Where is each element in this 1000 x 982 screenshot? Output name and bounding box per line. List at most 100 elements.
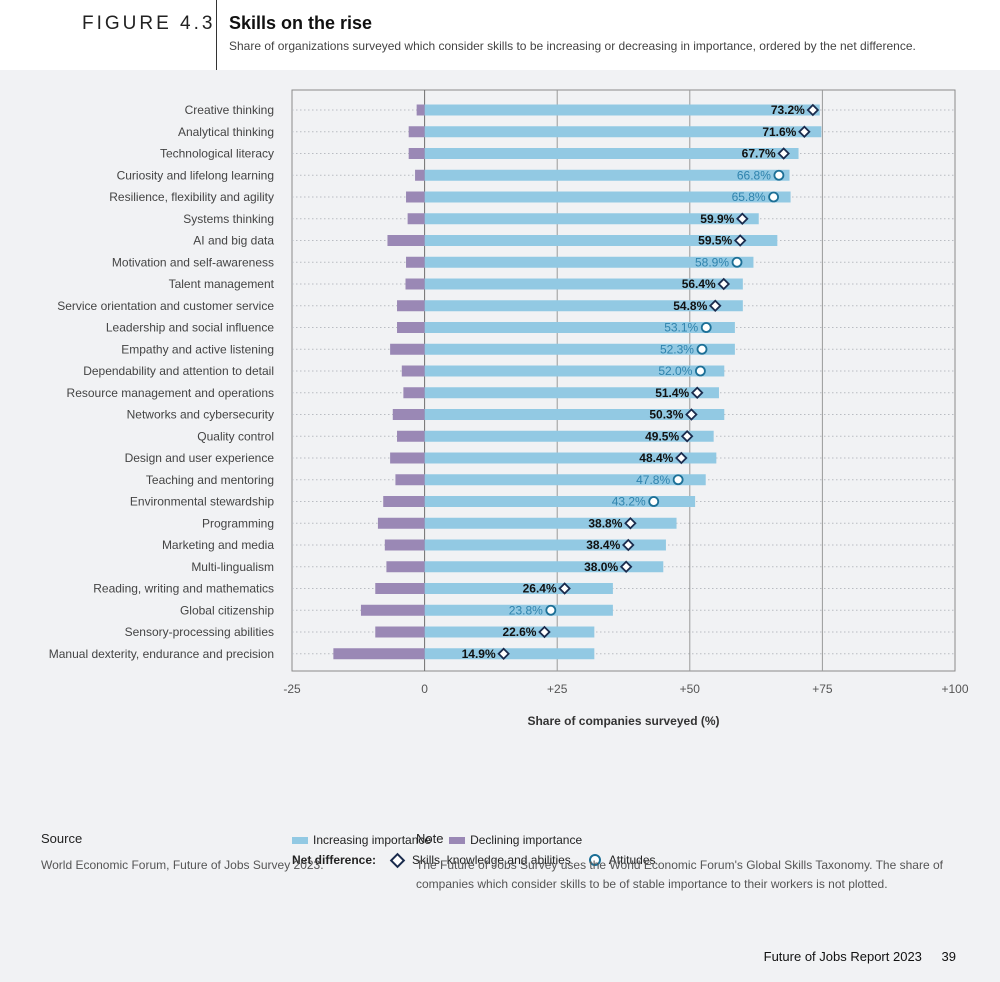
category-label: Talent management (169, 277, 275, 291)
net-value-label: 54.8% (673, 299, 707, 313)
category-label: Dependability and attention to detail (83, 364, 274, 378)
increasing-bar (424, 452, 717, 464)
net-diamond-marker (558, 582, 571, 595)
x-tick-label: +75 (812, 682, 833, 696)
footer-report: Future of Jobs Report 2023 (763, 949, 922, 964)
net-circle-marker (545, 604, 557, 616)
net-diamond-marker (675, 451, 688, 465)
net-diamond-marker (708, 299, 722, 313)
category-label: Systems thinking (183, 212, 274, 226)
declining-bar (390, 452, 425, 464)
category-label: Resource management and operations (67, 386, 274, 400)
skills-chart: -25 0 +25 +50 +75 +100 Share of companies surv… (49, 89, 969, 728)
category-label: Programming (202, 516, 274, 530)
category-label: Service orientation and customer service (57, 299, 274, 313)
x-tick-label: +25 (547, 682, 568, 696)
declining-bar (390, 343, 425, 355)
increasing-bar (424, 583, 613, 594)
net-value-label: 71.6% (762, 125, 796, 139)
net-value-label: 14.9% (462, 647, 496, 661)
x-tick-label: +100 (941, 682, 968, 696)
category-label: Curiosity and lifelong learning (117, 168, 274, 182)
legend-net-label: Net difference: (292, 853, 377, 867)
note-heading: Note (416, 831, 444, 846)
increasing-bar (424, 300, 743, 312)
increasing-bar (424, 148, 799, 159)
declining-bar (408, 126, 425, 138)
increasing-bar (424, 387, 719, 399)
increasing-bar (424, 409, 725, 420)
net-diamond-marker (777, 147, 790, 160)
legend-increasing: Increasing importance (292, 833, 431, 847)
figure-panel: -25 0 +25 +50 +75 +100 Share of companies surv… (0, 70, 1000, 982)
note-text: The Future of Jobs Survey uses the World… (416, 858, 943, 891)
declining-bar (392, 409, 425, 420)
increasing-bar (424, 235, 778, 246)
source-heading: Source (41, 831, 83, 846)
declining-bar (408, 148, 425, 159)
increasing-bar (424, 496, 696, 507)
category-label: Technological literacy (160, 147, 274, 161)
declining-bar (407, 213, 425, 225)
increasing-bar (424, 343, 735, 355)
category-label: Motivation and self-awareness (112, 255, 274, 269)
category-label: Resilience, flexibility and agility (109, 190, 274, 204)
header-divider (216, 0, 217, 70)
net-value-label: 38.0% (584, 560, 618, 574)
increasing-bar (424, 517, 677, 529)
net-value-label: 52.0% (658, 364, 692, 378)
declining-bar (384, 539, 425, 551)
net-circle-marker (648, 496, 660, 507)
category-label: AI and big data (193, 234, 274, 248)
net-value-label: 58.9% (695, 255, 729, 269)
net-diamond-marker (717, 277, 731, 291)
declining-bar (397, 322, 425, 333)
net-diamond-marker (685, 408, 698, 421)
chart-legend: Increasing importance Declining importan… (292, 830, 674, 870)
declining-bar (375, 583, 425, 594)
net-value-label: 49.5% (645, 429, 679, 443)
net-circle-marker (696, 343, 708, 355)
net-value-label: 53.1% (664, 321, 698, 335)
net-circle-marker (773, 169, 785, 181)
legend-attitudes-label: Attitudes (608, 853, 656, 867)
net-value-label: 43.2% (612, 495, 646, 509)
category-label: Reading, writing and mathematics (93, 582, 274, 596)
increasing-bar (424, 104, 820, 116)
declining-bar (406, 256, 425, 268)
legend-skills-label: Skills, knowledge and abilities (412, 853, 571, 867)
plot-frame (291, 89, 956, 672)
page-footer: Future of Jobs Report 2023 39 (748, 949, 956, 964)
category-label: Multi-lingualism (191, 560, 274, 574)
note-block: Note The Future of Jobs Survey uses the … (416, 831, 946, 894)
net-value-label: 48.4% (639, 451, 673, 465)
net-value-label: 56.4% (682, 277, 716, 291)
declining-bar (386, 561, 425, 573)
declining-bar (397, 430, 425, 442)
declining-bar (401, 365, 425, 377)
category-label: Teaching and mentoring (146, 473, 274, 487)
net-circle-marker (672, 474, 684, 486)
net-diamond-marker (624, 516, 637, 530)
net-circle-marker (695, 365, 706, 377)
source-block: Source World Economic Forum, Future of J… (41, 831, 371, 875)
source-text: World Economic Forum, Future of Jobs Sur… (41, 858, 324, 872)
category-label: Manual dexterity, endurance and precisio… (49, 647, 274, 661)
net-value-label: 73.2% (771, 103, 805, 117)
net-diamond-marker (680, 429, 694, 443)
increasing-bar (424, 191, 791, 203)
increasing-bar (424, 256, 754, 268)
declining-bar (383, 496, 425, 507)
net-diamond-marker (690, 386, 704, 400)
net-value-label: 51.4% (655, 386, 689, 400)
net-value-label: 59.9% (700, 212, 734, 226)
net-value-label: 22.6% (502, 625, 536, 639)
net-circle-marker (731, 256, 743, 268)
category-label: Creative thinking (185, 103, 274, 117)
legend-attitudes: Attitudes (588, 853, 656, 867)
increasing-bar (424, 126, 822, 138)
diamond-icon (389, 852, 406, 868)
increasing-bar (424, 278, 743, 290)
net-value-label: 65.8% (732, 190, 766, 204)
declining-bar (397, 300, 425, 312)
